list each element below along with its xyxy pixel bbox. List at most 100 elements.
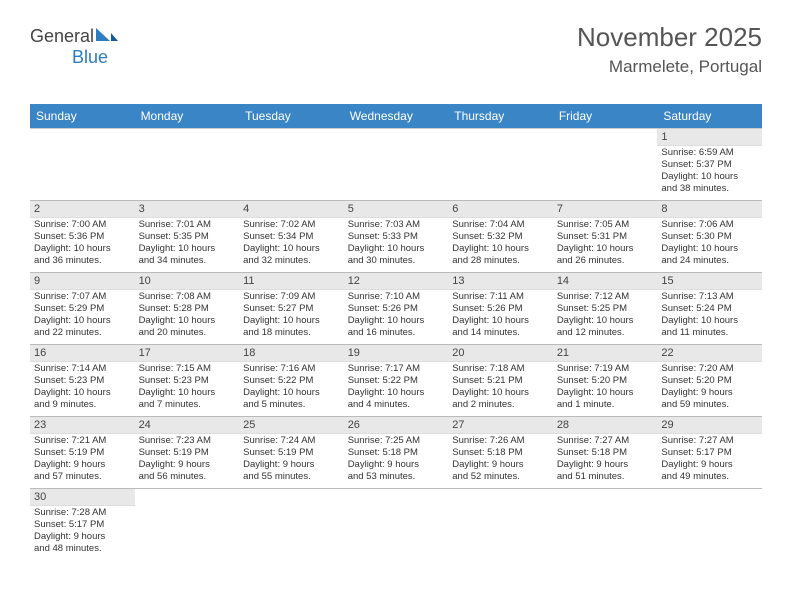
logo-text-general: General — [30, 26, 94, 46]
calendar-week-row: 30Sunrise: 7:28 AMSunset: 5:17 PMDayligh… — [30, 489, 762, 561]
day-details: Sunrise: 7:17 AMSunset: 5:22 PMDaylight:… — [344, 362, 449, 413]
location: Marmelete, Portugal — [577, 57, 762, 77]
header: November 2025 Marmelete, Portugal — [577, 22, 762, 77]
calendar-cell: 23Sunrise: 7:21 AMSunset: 5:19 PMDayligh… — [30, 417, 135, 489]
day-number: 23 — [30, 417, 135, 434]
day-number: 4 — [239, 201, 344, 218]
calendar-cell: 22Sunrise: 7:20 AMSunset: 5:20 PMDayligh… — [657, 345, 762, 417]
calendar-cell: 7Sunrise: 7:05 AMSunset: 5:31 PMDaylight… — [553, 201, 658, 273]
calendar-week-row: 2Sunrise: 7:00 AMSunset: 5:36 PMDaylight… — [30, 201, 762, 273]
day-details: Sunrise: 7:11 AMSunset: 5:26 PMDaylight:… — [448, 290, 553, 341]
day-details: Sunrise: 7:28 AMSunset: 5:17 PMDaylight:… — [30, 506, 135, 557]
day-number: 15 — [657, 273, 762, 290]
day-details: Sunrise: 7:19 AMSunset: 5:20 PMDaylight:… — [553, 362, 658, 413]
weekday-thursday: Thursday — [448, 104, 553, 129]
calendar-cell: 17Sunrise: 7:15 AMSunset: 5:23 PMDayligh… — [135, 345, 240, 417]
day-details: Sunrise: 7:07 AMSunset: 5:29 PMDaylight:… — [30, 290, 135, 341]
weekday-wednesday: Wednesday — [344, 104, 449, 129]
calendar-week-row: 9Sunrise: 7:07 AMSunset: 5:29 PMDaylight… — [30, 273, 762, 345]
calendar-cell: 9Sunrise: 7:07 AMSunset: 5:29 PMDaylight… — [30, 273, 135, 345]
calendar-cell — [657, 489, 762, 561]
calendar-cell: 6Sunrise: 7:04 AMSunset: 5:32 PMDaylight… — [448, 201, 553, 273]
day-details: Sunrise: 7:01 AMSunset: 5:35 PMDaylight:… — [135, 218, 240, 269]
calendar-cell: 18Sunrise: 7:16 AMSunset: 5:22 PMDayligh… — [239, 345, 344, 417]
day-details: Sunrise: 7:00 AMSunset: 5:36 PMDaylight:… — [30, 218, 135, 269]
day-details: Sunrise: 7:24 AMSunset: 5:19 PMDaylight:… — [239, 434, 344, 485]
calendar-body: 1Sunrise: 6:59 AMSunset: 5:37 PMDaylight… — [30, 129, 762, 561]
day-number: 27 — [448, 417, 553, 434]
calendar-cell: 21Sunrise: 7:19 AMSunset: 5:20 PMDayligh… — [553, 345, 658, 417]
day-number: 25 — [239, 417, 344, 434]
calendar-cell: 5Sunrise: 7:03 AMSunset: 5:33 PMDaylight… — [344, 201, 449, 273]
calendar-cell: 15Sunrise: 7:13 AMSunset: 5:24 PMDayligh… — [657, 273, 762, 345]
calendar-cell: 19Sunrise: 7:17 AMSunset: 5:22 PMDayligh… — [344, 345, 449, 417]
calendar-cell: 8Sunrise: 7:06 AMSunset: 5:30 PMDaylight… — [657, 201, 762, 273]
day-details: Sunrise: 7:04 AMSunset: 5:32 PMDaylight:… — [448, 218, 553, 269]
calendar-cell — [135, 129, 240, 201]
calendar-cell: 16Sunrise: 7:14 AMSunset: 5:23 PMDayligh… — [30, 345, 135, 417]
logo: General Blue — [30, 26, 118, 68]
weekday-friday: Friday — [553, 104, 658, 129]
day-number: 18 — [239, 345, 344, 362]
day-details: Sunrise: 7:09 AMSunset: 5:27 PMDaylight:… — [239, 290, 344, 341]
day-number: 5 — [344, 201, 449, 218]
calendar-cell: 1Sunrise: 6:59 AMSunset: 5:37 PMDaylight… — [657, 129, 762, 201]
calendar-cell — [344, 129, 449, 201]
calendar-cell: 12Sunrise: 7:10 AMSunset: 5:26 PMDayligh… — [344, 273, 449, 345]
day-number: 26 — [344, 417, 449, 434]
day-details: Sunrise: 7:06 AMSunset: 5:30 PMDaylight:… — [657, 218, 762, 269]
day-number: 12 — [344, 273, 449, 290]
calendar-cell: 11Sunrise: 7:09 AMSunset: 5:27 PMDayligh… — [239, 273, 344, 345]
weekday-saturday: Saturday — [657, 104, 762, 129]
day-number: 6 — [448, 201, 553, 218]
day-number: 21 — [553, 345, 658, 362]
calendar-cell: 26Sunrise: 7:25 AMSunset: 5:18 PMDayligh… — [344, 417, 449, 489]
weekday-sunday: Sunday — [30, 104, 135, 129]
calendar-cell: 25Sunrise: 7:24 AMSunset: 5:19 PMDayligh… — [239, 417, 344, 489]
day-number: 19 — [344, 345, 449, 362]
calendar-week-row: 23Sunrise: 7:21 AMSunset: 5:19 PMDayligh… — [30, 417, 762, 489]
day-details: Sunrise: 7:03 AMSunset: 5:33 PMDaylight:… — [344, 218, 449, 269]
calendar-cell: 13Sunrise: 7:11 AMSunset: 5:26 PMDayligh… — [448, 273, 553, 345]
weekday-monday: Monday — [135, 104, 240, 129]
day-details: Sunrise: 7:10 AMSunset: 5:26 PMDaylight:… — [344, 290, 449, 341]
day-details: Sunrise: 7:20 AMSunset: 5:20 PMDaylight:… — [657, 362, 762, 413]
day-details: Sunrise: 7:25 AMSunset: 5:18 PMDaylight:… — [344, 434, 449, 485]
day-number: 11 — [239, 273, 344, 290]
logo-sail-icon — [96, 26, 118, 47]
day-details: Sunrise: 7:21 AMSunset: 5:19 PMDaylight:… — [30, 434, 135, 485]
logo-text-blue: Blue — [72, 47, 108, 67]
calendar-cell — [553, 489, 658, 561]
calendar-cell: 14Sunrise: 7:12 AMSunset: 5:25 PMDayligh… — [553, 273, 658, 345]
day-number: 8 — [657, 201, 762, 218]
day-details: Sunrise: 7:23 AMSunset: 5:19 PMDaylight:… — [135, 434, 240, 485]
calendar-cell: 28Sunrise: 7:27 AMSunset: 5:18 PMDayligh… — [553, 417, 658, 489]
calendar-cell: 2Sunrise: 7:00 AMSunset: 5:36 PMDaylight… — [30, 201, 135, 273]
calendar-cell: 10Sunrise: 7:08 AMSunset: 5:28 PMDayligh… — [135, 273, 240, 345]
calendar-cell: 29Sunrise: 7:27 AMSunset: 5:17 PMDayligh… — [657, 417, 762, 489]
day-number: 28 — [553, 417, 658, 434]
day-details: Sunrise: 7:12 AMSunset: 5:25 PMDaylight:… — [553, 290, 658, 341]
day-details: Sunrise: 7:08 AMSunset: 5:28 PMDaylight:… — [135, 290, 240, 341]
calendar-cell: 30Sunrise: 7:28 AMSunset: 5:17 PMDayligh… — [30, 489, 135, 561]
day-number: 2 — [30, 201, 135, 218]
day-number: 7 — [553, 201, 658, 218]
day-details: Sunrise: 7:05 AMSunset: 5:31 PMDaylight:… — [553, 218, 658, 269]
day-number: 16 — [30, 345, 135, 362]
day-number: 3 — [135, 201, 240, 218]
weekday-tuesday: Tuesday — [239, 104, 344, 129]
day-number: 30 — [30, 489, 135, 506]
day-number: 13 — [448, 273, 553, 290]
calendar-week-row: 16Sunrise: 7:14 AMSunset: 5:23 PMDayligh… — [30, 345, 762, 417]
calendar-cell — [135, 489, 240, 561]
calendar-cell: 4Sunrise: 7:02 AMSunset: 5:34 PMDaylight… — [239, 201, 344, 273]
day-number: 17 — [135, 345, 240, 362]
day-number: 20 — [448, 345, 553, 362]
day-number: 1 — [657, 129, 762, 146]
calendar-week-row: 1Sunrise: 6:59 AMSunset: 5:37 PMDaylight… — [30, 129, 762, 201]
weekday-header-row: Sunday Monday Tuesday Wednesday Thursday… — [30, 104, 762, 129]
day-number: 10 — [135, 273, 240, 290]
calendar-cell: 20Sunrise: 7:18 AMSunset: 5:21 PMDayligh… — [448, 345, 553, 417]
day-details: Sunrise: 7:26 AMSunset: 5:18 PMDaylight:… — [448, 434, 553, 485]
day-details: Sunrise: 7:02 AMSunset: 5:34 PMDaylight:… — [239, 218, 344, 269]
